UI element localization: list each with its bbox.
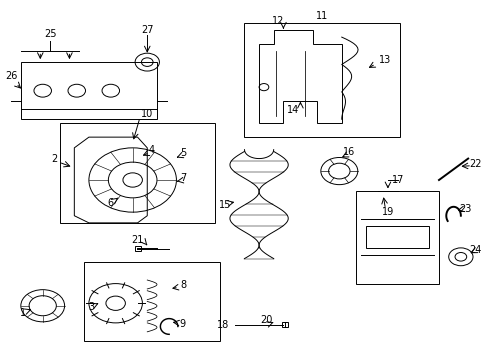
Bar — [135, 247, 141, 251]
Text: 1: 1 — [20, 308, 26, 318]
Text: 5: 5 — [180, 148, 186, 158]
Text: 14: 14 — [286, 105, 299, 115]
Text: 9: 9 — [179, 319, 185, 329]
Text: 26: 26 — [5, 71, 17, 81]
Text: 27: 27 — [141, 25, 153, 35]
Bar — [84, 262, 220, 341]
Text: 19: 19 — [381, 207, 393, 217]
Text: 21: 21 — [131, 235, 143, 245]
Text: 4: 4 — [149, 145, 155, 155]
Text: 6: 6 — [107, 198, 114, 208]
Text: 2: 2 — [52, 154, 58, 163]
Text: 17: 17 — [391, 175, 403, 185]
Bar — [366, 226, 428, 248]
Text: 10: 10 — [141, 109, 153, 119]
Text: 22: 22 — [468, 159, 481, 169]
Text: 23: 23 — [459, 203, 471, 213]
Text: 3: 3 — [88, 302, 94, 312]
Text: 20: 20 — [260, 315, 272, 325]
Text: 24: 24 — [468, 245, 481, 255]
Text: 8: 8 — [180, 280, 186, 291]
Bar — [356, 191, 438, 284]
Text: 12: 12 — [272, 16, 284, 26]
Text: 11: 11 — [316, 11, 328, 21]
Bar — [282, 322, 287, 327]
Bar — [60, 123, 215, 223]
Text: 13: 13 — [379, 55, 391, 65]
Text: 18: 18 — [216, 320, 228, 330]
Text: 16: 16 — [342, 147, 354, 157]
Bar — [244, 23, 399, 137]
Bar — [21, 62, 157, 119]
Text: 15: 15 — [219, 200, 231, 210]
Text: 7: 7 — [180, 173, 186, 183]
Text: 25: 25 — [43, 28, 56, 39]
